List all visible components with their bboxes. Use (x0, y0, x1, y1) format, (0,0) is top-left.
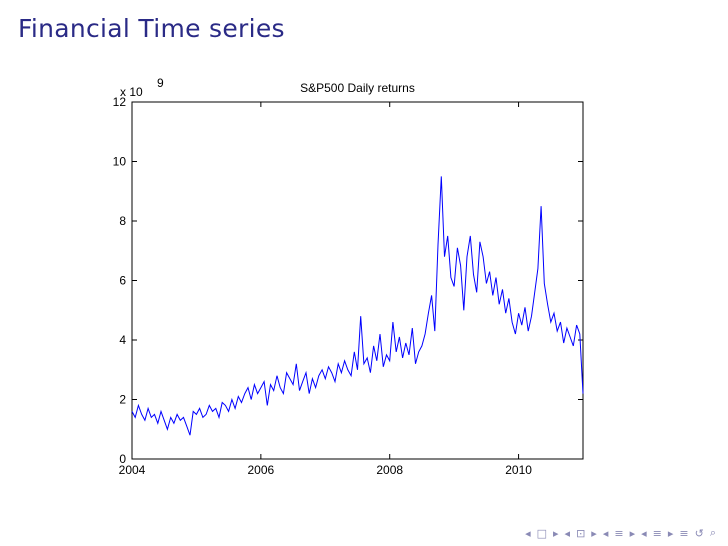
nav-symbol-icon[interactable]: ◂ (564, 526, 571, 540)
x-tick-label: 2004 (119, 463, 146, 477)
y-multiplier-exponent: 9 (157, 76, 164, 90)
beamer-navigation: ◂ □ ▸ ◂ ⊡ ▸ ◂ ≡ ▸ ◂ ≡ ▸ ≡ ↺ ⌕ (525, 526, 716, 540)
nav-symbol-icon[interactable]: ↺ (694, 526, 704, 540)
y-tick-label: 8 (119, 214, 126, 228)
chart-title: S&P500 Daily returns (300, 81, 415, 95)
x-tick-label: 2010 (505, 463, 532, 477)
nav-symbol-icon[interactable]: ⊡ (576, 526, 586, 540)
nav-symbol-icon[interactable]: ≡ (614, 526, 624, 540)
nav-symbol-icon[interactable]: ◂ (641, 526, 647, 540)
y-tick-label: 6 (119, 274, 126, 288)
y-tick-label: 0 (119, 452, 126, 466)
axes-group: 0 2 4 6 8 10 12 2004 2006 2008 2010 (113, 95, 584, 477)
nav-symbol-icon[interactable]: □ (536, 526, 548, 540)
nav-symbol-icon[interactable]: ▸ (629, 526, 636, 540)
nav-symbol-icon[interactable]: ⌕ (709, 526, 716, 539)
plot-frame (131, 101, 584, 460)
slide-title: Financial Time series (18, 14, 285, 43)
nav-symbol-icon[interactable]: ≡ (679, 526, 689, 540)
y-tick-label: 2 (119, 393, 126, 407)
nav-symbol-icon[interactable]: ≡ (652, 526, 662, 540)
nav-symbol-icon[interactable]: ◂ (602, 526, 609, 540)
x-tick-label: 2006 (248, 463, 275, 477)
y-tick-label: 4 (119, 333, 126, 347)
series-group (131, 176, 584, 436)
nav-symbol-icon[interactable]: ◂ (525, 526, 531, 540)
nav-symbol-icon[interactable]: ▸ (591, 526, 597, 540)
y-tick-label: 12 (113, 95, 127, 109)
nav-symbol-icon[interactable]: ▸ (553, 526, 559, 540)
series-line (131, 176, 584, 436)
x-tick-label: 2008 (376, 463, 403, 477)
y-multiplier: x 10 9 (120, 76, 164, 99)
y-multiplier-label: x 10 (120, 85, 143, 99)
y-tick-label: 10 (113, 155, 127, 169)
nav-symbol-icon[interactable]: ▸ (667, 526, 674, 540)
